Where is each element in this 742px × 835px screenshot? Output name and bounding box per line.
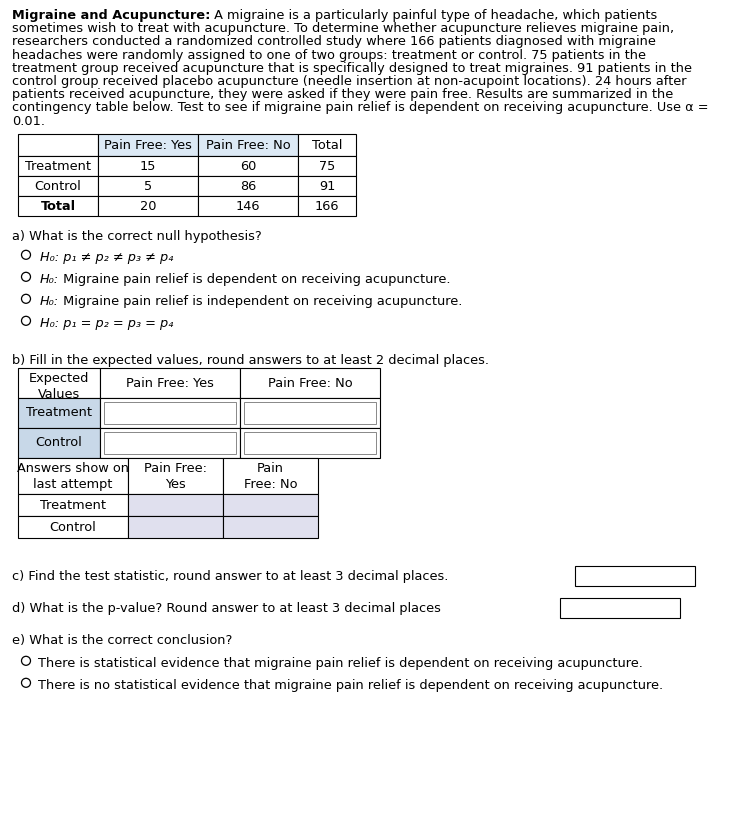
Text: treatment group received acupuncture that is specifically designed to treat migr: treatment group received acupuncture tha… bbox=[12, 62, 692, 75]
Text: patients received acupuncture, they were asked if they were pain free. Results a: patients received acupuncture, they were… bbox=[12, 89, 673, 101]
Bar bbox=[100, 428, 240, 458]
Bar bbox=[98, 176, 198, 195]
Text: H₀: p₁ ≠ p₂ ≠ p₃ ≠ p₄: H₀: p₁ ≠ p₂ ≠ p₃ ≠ p₄ bbox=[40, 250, 173, 264]
Bar bbox=[98, 195, 198, 215]
Bar bbox=[18, 397, 100, 428]
Bar bbox=[298, 156, 356, 176]
Text: Answers show on
last attempt: Answers show on last attempt bbox=[17, 462, 129, 491]
Bar bbox=[244, 402, 376, 424]
Text: b) Fill in the expected values, round answers to at least 2 decimal places.: b) Fill in the expected values, round an… bbox=[12, 354, 489, 367]
Bar bbox=[298, 134, 356, 156]
Bar bbox=[560, 598, 680, 618]
Bar bbox=[575, 566, 695, 586]
Bar bbox=[18, 458, 128, 493]
Bar bbox=[18, 516, 128, 538]
Text: Pain Free: No: Pain Free: No bbox=[268, 377, 352, 390]
Bar bbox=[223, 493, 318, 516]
Text: 60: 60 bbox=[240, 159, 256, 173]
Bar bbox=[18, 428, 100, 458]
Bar bbox=[240, 397, 380, 428]
Text: Pain Free: No: Pain Free: No bbox=[206, 139, 290, 152]
Text: Control: Control bbox=[35, 180, 82, 193]
Bar bbox=[198, 156, 298, 176]
Bar bbox=[198, 195, 298, 215]
Bar bbox=[128, 516, 223, 538]
Text: contingency table below. Test to see if migraine pain relief is dependent on rec: contingency table below. Test to see if … bbox=[12, 101, 709, 114]
Bar bbox=[240, 428, 380, 458]
Text: 15: 15 bbox=[139, 159, 156, 173]
Text: Migraine pain relief is independent on receiving acupuncture.: Migraine pain relief is independent on r… bbox=[59, 295, 462, 308]
Text: headaches were randomly assigned to one of two groups: treatment or control. 75 : headaches were randomly assigned to one … bbox=[12, 48, 646, 62]
Bar bbox=[98, 134, 198, 156]
Bar bbox=[128, 458, 223, 493]
Bar bbox=[240, 367, 380, 397]
Text: A migraine is a particularly painful type of headache, which patients: A migraine is a particularly painful typ… bbox=[211, 9, 657, 22]
Bar bbox=[198, 176, 298, 195]
Text: Pain Free: Yes: Pain Free: Yes bbox=[104, 139, 192, 152]
Text: Pain Free:
Yes: Pain Free: Yes bbox=[144, 462, 207, 491]
Text: 75: 75 bbox=[319, 159, 335, 173]
Text: researchers conducted a randomized controlled study where 166 patients diagnosed: researchers conducted a randomized contr… bbox=[12, 35, 656, 48]
Bar bbox=[223, 516, 318, 538]
Bar bbox=[244, 432, 376, 453]
Text: 5: 5 bbox=[144, 180, 152, 193]
Text: a) What is the correct null hypothesis?: a) What is the correct null hypothesis? bbox=[12, 230, 262, 243]
Bar bbox=[18, 493, 128, 516]
Text: 91: 91 bbox=[319, 180, 335, 193]
Bar bbox=[18, 176, 98, 195]
Bar bbox=[18, 134, 98, 156]
Text: 166: 166 bbox=[315, 200, 339, 213]
Text: Control: Control bbox=[36, 436, 82, 448]
Text: Total: Total bbox=[312, 139, 342, 152]
Text: sometimes wish to treat with acupuncture. To determine whether acupuncture relie: sometimes wish to treat with acupuncture… bbox=[12, 23, 674, 35]
Bar bbox=[100, 397, 240, 428]
Text: Migraine pain relief is dependent on receiving acupuncture.: Migraine pain relief is dependent on rec… bbox=[59, 273, 450, 286]
Text: control group received placebo acupuncture (needle insertion at non-acupoint loc: control group received placebo acupunctu… bbox=[12, 75, 686, 88]
Text: 146: 146 bbox=[236, 200, 260, 213]
Text: Treatment: Treatment bbox=[26, 406, 92, 419]
Text: 86: 86 bbox=[240, 180, 256, 193]
Bar bbox=[104, 432, 236, 453]
Text: Total: Total bbox=[40, 200, 76, 213]
Bar bbox=[104, 402, 236, 424]
Text: Treatment: Treatment bbox=[25, 159, 91, 173]
Text: There is statistical evidence that migraine pain relief is dependent on receivin: There is statistical evidence that migra… bbox=[38, 657, 643, 670]
Text: H₀:: H₀: bbox=[40, 295, 59, 308]
Text: 20: 20 bbox=[139, 200, 157, 213]
Text: 0.01.: 0.01. bbox=[12, 114, 45, 128]
Bar bbox=[18, 156, 98, 176]
Bar bbox=[128, 493, 223, 516]
Bar bbox=[298, 195, 356, 215]
Text: Pain
Free: No: Pain Free: No bbox=[244, 462, 298, 491]
Text: Migraine and Acupuncture:: Migraine and Acupuncture: bbox=[12, 9, 211, 22]
Text: e) What is the correct conclusion?: e) What is the correct conclusion? bbox=[12, 634, 232, 647]
Text: Treatment: Treatment bbox=[40, 498, 106, 512]
Text: Control: Control bbox=[50, 521, 96, 534]
Text: d) What is the p-value? Round answer to at least 3 decimal places: d) What is the p-value? Round answer to … bbox=[12, 602, 441, 615]
Text: There is no statistical evidence that migraine pain relief is dependent on recei: There is no statistical evidence that mi… bbox=[38, 679, 663, 692]
Bar bbox=[18, 367, 100, 397]
Bar bbox=[18, 195, 98, 215]
Text: c) Find the test statistic, round answer to at least 3 decimal places.: c) Find the test statistic, round answer… bbox=[12, 569, 448, 583]
Bar bbox=[100, 367, 240, 397]
Text: Expected
Values: Expected Values bbox=[29, 372, 89, 401]
Bar bbox=[223, 458, 318, 493]
Bar bbox=[198, 134, 298, 156]
Text: H₀: p₁ = p₂ = p₃ = p₄: H₀: p₁ = p₂ = p₃ = p₄ bbox=[40, 316, 173, 330]
Text: Pain Free: Yes: Pain Free: Yes bbox=[126, 377, 214, 390]
Bar bbox=[298, 176, 356, 195]
Text: H₀:: H₀: bbox=[40, 273, 59, 286]
Bar bbox=[98, 156, 198, 176]
